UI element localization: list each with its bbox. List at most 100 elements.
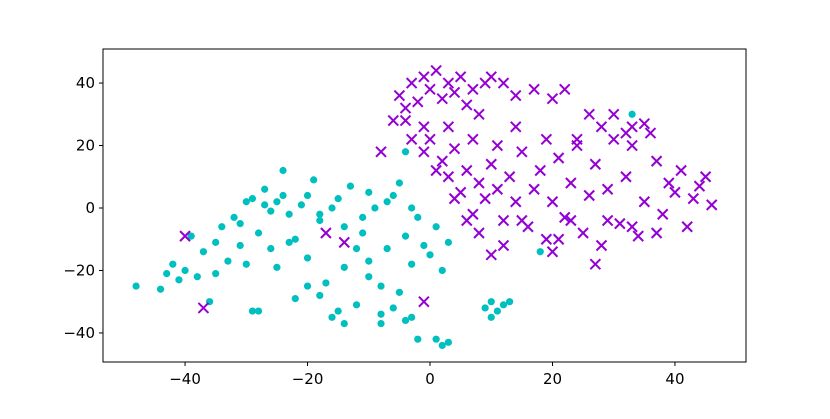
dot-marker <box>132 282 140 290</box>
x-marker <box>442 77 455 89</box>
x-marker <box>620 171 632 183</box>
dot-marker <box>395 288 403 296</box>
x-marker <box>510 196 522 208</box>
dot-marker <box>163 269 171 278</box>
dot-marker <box>352 301 361 309</box>
dot-marker <box>408 313 416 321</box>
x-marker <box>571 133 583 145</box>
x-marker <box>491 183 504 195</box>
x-tick-label: −20 <box>292 370 324 388</box>
dot-marker <box>254 307 263 315</box>
x-marker <box>546 196 559 208</box>
dot-marker <box>291 294 299 303</box>
dot-marker <box>383 198 391 206</box>
x-marker <box>546 246 559 258</box>
x-marker <box>601 183 614 195</box>
x-marker <box>601 214 614 227</box>
dot-marker <box>395 179 403 187</box>
x-marker <box>197 302 210 314</box>
x-marker <box>552 152 565 164</box>
dot-marker <box>328 313 336 321</box>
x-marker <box>442 171 455 183</box>
dot-marker <box>187 232 195 240</box>
dot-marker <box>414 213 422 221</box>
x-marker <box>534 164 546 177</box>
dot-marker <box>181 266 189 275</box>
x-marker <box>467 133 479 145</box>
x-marker <box>693 180 706 192</box>
dot-marker <box>432 335 440 343</box>
x-marker <box>632 230 644 242</box>
x-marker <box>510 89 522 102</box>
x-tick-label: 40 <box>665 370 684 388</box>
x-marker <box>473 108 485 120</box>
dot-marker <box>408 260 416 268</box>
x-marker <box>448 86 461 99</box>
dot-marker <box>316 210 324 218</box>
x-tick-label: −40 <box>169 370 201 388</box>
dot-marker <box>438 341 446 350</box>
dot-marker <box>420 241 428 250</box>
dot-marker <box>414 335 422 343</box>
x-marker <box>473 177 485 189</box>
dot-marker <box>334 195 342 203</box>
dot-marker <box>291 235 299 243</box>
dot-marker <box>371 204 379 212</box>
dot-marker <box>248 307 257 315</box>
x-marker <box>448 192 461 205</box>
dot-marker <box>236 241 244 250</box>
x-marker <box>454 71 467 83</box>
dot-marker <box>499 301 508 309</box>
dot-marker <box>340 223 348 231</box>
dot-marker <box>267 245 275 253</box>
dot-marker <box>273 198 281 206</box>
x-marker <box>338 236 350 249</box>
dot-marker <box>377 310 385 318</box>
x-marker <box>461 164 473 177</box>
x-marker <box>491 139 504 152</box>
y-tick-label: 40 <box>76 74 95 92</box>
dot-marker <box>316 216 324 225</box>
dot-marker <box>383 245 391 253</box>
x-marker <box>375 146 387 158</box>
plot-frame <box>102 48 747 363</box>
dot-marker <box>359 213 367 221</box>
dot-marker <box>401 232 410 240</box>
x-marker <box>461 214 473 227</box>
x-marker <box>540 233 553 245</box>
x-marker <box>387 114 399 127</box>
x-marker <box>589 158 602 170</box>
dot-marker <box>273 263 281 271</box>
x-marker <box>436 155 448 167</box>
dot-marker <box>506 298 514 306</box>
dot-marker <box>169 260 177 268</box>
x-marker <box>663 177 675 189</box>
x-marker <box>424 83 436 96</box>
x-marker <box>497 214 510 227</box>
x-tick-label: 20 <box>543 370 562 388</box>
dot-marker <box>267 207 275 215</box>
x-marker <box>467 83 479 96</box>
dot-marker <box>156 285 165 293</box>
x-marker <box>638 196 651 208</box>
x-marker <box>546 92 559 105</box>
dot-marker <box>408 204 416 212</box>
dot-marker <box>352 245 361 253</box>
dot-marker <box>303 191 312 200</box>
dot-marker <box>218 223 226 231</box>
dot-marker <box>303 254 312 262</box>
x-marker <box>405 77 418 89</box>
x-marker <box>583 108 595 120</box>
dot-marker <box>316 291 324 300</box>
x-marker <box>650 155 663 167</box>
x-marker <box>565 214 577 227</box>
y-tick-label: −20 <box>63 261 95 279</box>
dot-marker <box>297 201 306 209</box>
x-marker <box>497 77 510 89</box>
x-tick-label: 0 <box>425 370 435 388</box>
x-marker <box>540 133 553 145</box>
x-marker <box>399 114 412 127</box>
dot-marker <box>389 304 397 312</box>
dot-marker <box>261 201 269 209</box>
dot-marker <box>230 213 238 221</box>
